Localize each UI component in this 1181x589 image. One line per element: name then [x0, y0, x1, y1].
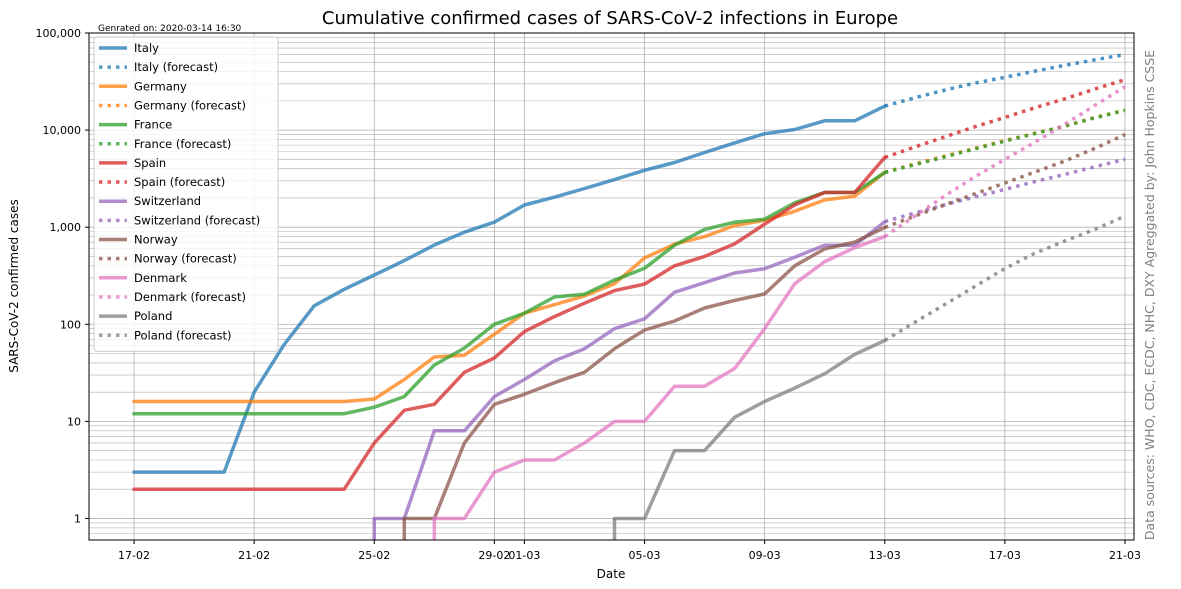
legend-label: Poland (forecast) — [134, 328, 232, 342]
x-axis-label: Date — [597, 567, 626, 581]
x-tick-label: 01-03 — [508, 549, 540, 562]
plot-frame — [88, 32, 1135, 541]
legend-label: Poland — [134, 309, 172, 323]
data-source-note: Data sources: WHO, CDC, ECDC, NHC, DXY A… — [1142, 50, 1157, 540]
legend-label: Spain (forecast) — [134, 175, 225, 189]
x-tick-label: 13-03 — [869, 549, 901, 562]
legend-label: Switzerland — [134, 194, 201, 208]
legend-label: France (forecast) — [134, 137, 231, 151]
x-tick-label: 17-03 — [989, 549, 1021, 562]
x-tick-label: 21-02 — [238, 549, 270, 562]
legend-label: Norway — [134, 233, 178, 247]
y-tick-label: 100,000 — [36, 27, 82, 40]
legend-box — [93, 36, 279, 352]
legend-label: Norway (forecast) — [134, 252, 237, 266]
series-line-denmark — [432, 234, 887, 521]
legend-label: Denmark — [134, 271, 187, 285]
legend-label: Denmark (forecast) — [134, 290, 246, 304]
x-tick-label: 09-03 — [749, 549, 781, 562]
legend: Italy Italy (forecast) Germany Germany (for… — [93, 36, 279, 352]
legend-label: Italy — [134, 41, 159, 55]
legend-label: Germany — [134, 79, 187, 93]
y-tick-label: 1,000 — [50, 221, 82, 234]
series-line-poland — [612, 338, 887, 521]
x-tick-label: 25-02 — [358, 549, 390, 562]
series-line-spain — [132, 155, 887, 491]
chart-title: Cumulative confirmed cases of SARS-CoV-2… — [322, 8, 898, 29]
legend-label: Italy (forecast) — [134, 60, 218, 74]
series-line-norway-forecast — [884, 132, 1126, 230]
series-line-italy — [132, 104, 887, 474]
series-line-france-forecast — [884, 108, 1126, 175]
legend-label: Switzerland (forecast) — [134, 213, 260, 227]
y-tick-label: 100 — [60, 318, 81, 331]
series-line-switzerland — [372, 219, 887, 521]
generated-note: Genrated on: 2020-03-14 16:30 — [98, 24, 242, 34]
legend-label: Germany (forecast) — [134, 98, 246, 112]
x-tick-label: 05-03 — [629, 549, 661, 562]
series-layer — [132, 52, 1126, 540]
series-line-france — [132, 170, 887, 416]
series-line-italy-forecast — [884, 52, 1126, 108]
series-line-norway — [402, 225, 887, 521]
y-tick-label: 10,000 — [43, 124, 82, 137]
x-tick-label: 17-02 — [118, 549, 150, 562]
y-tick-label: 1 — [74, 512, 81, 525]
x-tick-label: 29-02 — [478, 549, 510, 562]
series-line-switzerland-forecast — [884, 157, 1126, 224]
y-tick-label: 10 — [67, 415, 81, 428]
legend-label: France — [134, 118, 172, 132]
x-tick-label: 21-03 — [1109, 549, 1141, 562]
y-axis-label: SARS-CoV-2 confirmed cases — [7, 199, 21, 373]
legend-label: Spain — [134, 156, 166, 170]
